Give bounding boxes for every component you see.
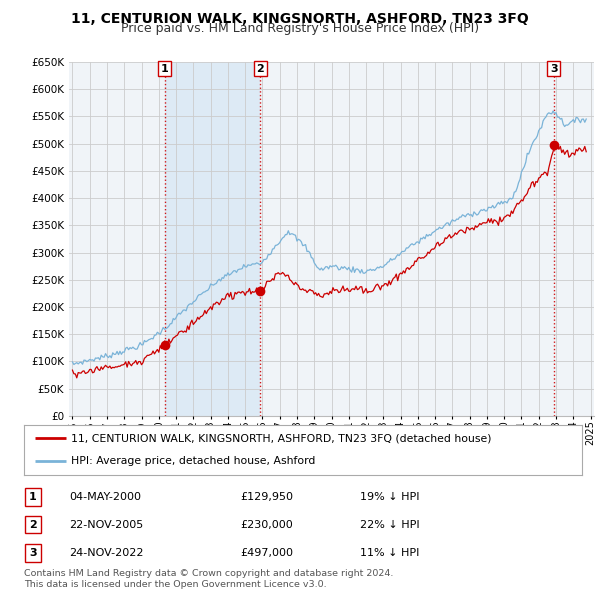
Text: 24-NOV-2022: 24-NOV-2022 bbox=[69, 548, 143, 558]
Text: 22% ↓ HPI: 22% ↓ HPI bbox=[360, 520, 419, 529]
Text: Contains HM Land Registry data © Crown copyright and database right 2024.
This d: Contains HM Land Registry data © Crown c… bbox=[24, 569, 394, 589]
Text: 3: 3 bbox=[29, 548, 37, 558]
Text: 1: 1 bbox=[29, 492, 37, 502]
Text: 22-NOV-2005: 22-NOV-2005 bbox=[69, 520, 143, 529]
Text: 11, CENTURION WALK, KINGSNORTH, ASHFORD, TN23 3FQ: 11, CENTURION WALK, KINGSNORTH, ASHFORD,… bbox=[71, 12, 529, 26]
Bar bbox=[164, 62, 260, 416]
Text: 04-MAY-2000: 04-MAY-2000 bbox=[69, 492, 141, 502]
Text: £497,000: £497,000 bbox=[240, 548, 293, 558]
Text: 19% ↓ HPI: 19% ↓ HPI bbox=[360, 492, 419, 502]
Text: 2: 2 bbox=[29, 520, 37, 529]
Text: £230,000: £230,000 bbox=[240, 520, 293, 529]
Text: Price paid vs. HM Land Registry's House Price Index (HPI): Price paid vs. HM Land Registry's House … bbox=[121, 22, 479, 35]
Text: HPI: Average price, detached house, Ashford: HPI: Average price, detached house, Ashf… bbox=[71, 457, 316, 467]
Text: 3: 3 bbox=[550, 64, 557, 74]
Text: 2: 2 bbox=[256, 64, 264, 74]
Text: 11, CENTURION WALK, KINGSNORTH, ASHFORD, TN23 3FQ (detached house): 11, CENTURION WALK, KINGSNORTH, ASHFORD,… bbox=[71, 433, 492, 443]
Text: 1: 1 bbox=[161, 64, 169, 74]
Text: £129,950: £129,950 bbox=[240, 492, 293, 502]
Text: 11% ↓ HPI: 11% ↓ HPI bbox=[360, 548, 419, 558]
